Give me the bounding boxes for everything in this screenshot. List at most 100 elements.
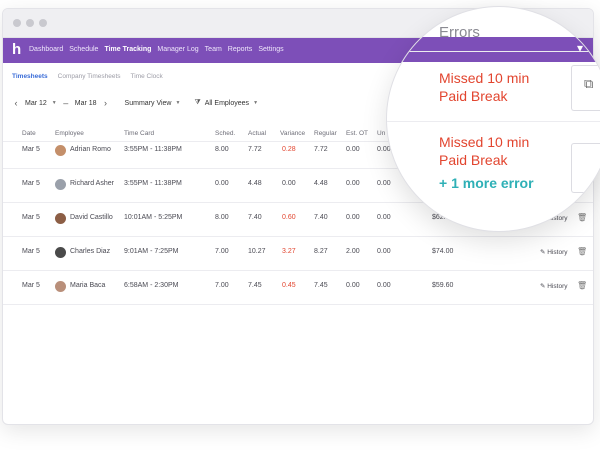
divider <box>387 51 600 52</box>
row-total: $59.60 <box>432 282 454 289</box>
row-est-ot: 2.00 <box>346 248 360 255</box>
col-time-card[interactable]: Time Card <box>124 130 155 137</box>
row-time-card[interactable]: 10:01AM - 5:25PM <box>124 214 183 221</box>
row-actual: 7.72 <box>248 146 262 153</box>
nav-reports[interactable]: Reports <box>227 46 253 53</box>
row-employee[interactable]: Richard Asher <box>70 180 114 187</box>
table-header: Date Employee Time Card Sched. Actual Va… <box>3 129 593 142</box>
view-select-label: Summary View <box>124 99 172 107</box>
row-employee[interactable]: David Castillo <box>70 214 113 221</box>
delete-icon[interactable]: 🗑 <box>577 281 588 290</box>
tab-time-clock[interactable]: Time Clock <box>130 73 163 80</box>
more-errors-link[interactable]: + 1 more error <box>439 175 534 191</box>
row-variance: 0.60 <box>282 214 296 221</box>
error-line: Paid Break <box>439 88 508 104</box>
employees-filter[interactable]: ⧩ All Employees ▼ <box>194 99 258 107</box>
row-est-ot: 0.00 <box>346 282 360 289</box>
row-employee[interactable]: Adrian Romo <box>70 146 111 153</box>
avatar <box>55 213 66 224</box>
row-un: 0.00 <box>377 146 391 153</box>
row-date: Mar 5 <box>22 214 40 221</box>
magnified-nav: ▾ <box>387 37 600 62</box>
window-minimize-dot[interactable] <box>26 19 34 27</box>
error-message: Missed 10 min Paid Break <box>439 69 529 105</box>
edit-icon: ✎ <box>540 283 546 290</box>
filter-icon: ⧩ <box>194 99 201 106</box>
nav-dashboard[interactable]: Dashboard <box>29 46 64 53</box>
row-date: Mar 5 <box>22 180 40 187</box>
history-label: History <box>547 215 568 222</box>
tab-company-timesheets[interactable]: Company Timesheets <box>57 73 121 80</box>
row-est-ot: 0.00 <box>346 180 360 187</box>
row-variance: 3.27 <box>282 248 296 255</box>
next-week-icon[interactable]: › <box>104 98 108 108</box>
table-row[interactable]: Mar 5 Maria Baca 6:58AM - 2:30PM 7.00 7.… <box>3 270 593 305</box>
error-line: Missed 10 min <box>439 70 530 86</box>
row-total: $74.00 <box>432 248 454 255</box>
row-variance: 0.28 <box>282 146 296 153</box>
history-button[interactable]: ✎ History <box>540 282 568 290</box>
homebase-logo[interactable]: h <box>12 41 22 58</box>
col-employee[interactable]: Employee <box>55 130 84 137</box>
avatar <box>55 145 66 156</box>
col-variance[interactable]: Variance <box>280 130 306 137</box>
avatar <box>55 247 66 258</box>
row-un: 0.00 <box>377 180 391 187</box>
tab-timesheets[interactable]: Timesheets <box>12 73 48 80</box>
row-sched: 7.00 <box>215 282 229 289</box>
row-sched: 7.00 <box>215 248 229 255</box>
nav-team[interactable]: Team <box>204 46 222 53</box>
delete-icon[interactable]: 🗑 <box>577 213 588 222</box>
edit-icon: ✎ <box>540 249 546 256</box>
row-employee[interactable]: Maria Baca <box>70 282 106 289</box>
table-row[interactable]: Mar 5 Charles Diaz 9:01AM - 7:25PM 7.00 … <box>3 236 593 271</box>
nav-settings[interactable]: Settings <box>258 46 284 53</box>
avatar <box>55 179 66 190</box>
end-date-picker[interactable]: Mar 18 <box>71 100 101 107</box>
col-date[interactable]: Date <box>22 130 36 137</box>
window-zoom-dot[interactable] <box>39 19 47 27</box>
view-select[interactable]: Summary View ▼ <box>125 100 181 107</box>
row-un: 0.00 <box>377 248 391 255</box>
delete-icon[interactable]: 🗑 <box>577 247 588 256</box>
history-button[interactable]: ✎ History <box>540 248 568 256</box>
row-est-ot: 0.00 <box>346 146 360 153</box>
col-un[interactable]: Un <box>377 130 386 137</box>
divider <box>387 121 600 122</box>
row-time-card[interactable]: 9:01AM - 7:25PM <box>124 248 179 255</box>
row-time-card[interactable]: 3:55PM - 11:38PM <box>124 146 182 153</box>
row-date: Mar 5 <box>22 282 40 289</box>
row-time-card[interactable]: 3:55PM - 11:38PM <box>124 180 182 187</box>
col-sched[interactable]: Sched. <box>215 130 236 137</box>
errors-title: Errors <box>439 24 480 41</box>
row-time-card[interactable]: 6:58AM - 2:30PM <box>124 282 179 289</box>
row-sched: 0.00 <box>215 180 229 187</box>
row-sched: 8.00 <box>215 214 229 221</box>
row-regular: 7.45 <box>314 282 328 289</box>
col-est-ot[interactable]: Est. OT <box>346 130 369 137</box>
prev-week-icon[interactable]: ‹ <box>14 98 18 108</box>
error-line: Paid Break <box>439 152 508 168</box>
row-actual: 7.40 <box>248 214 262 221</box>
start-date-picker[interactable]: Mar 12 ▼ <box>21 100 61 107</box>
error-message: Missed 10 min Paid Break <box>439 133 529 169</box>
nav-manager-log[interactable]: Manager Log <box>157 46 199 53</box>
row-employee[interactable]: Charles Diaz <box>70 248 111 255</box>
table-row[interactable]: Mar 5 Adrian Romo 3:55PM - 11:38PM 8.00 … <box>3 134 593 169</box>
nav-time-tracking[interactable]: Time Tracking <box>104 46 152 53</box>
row-sched: 8.00 <box>215 146 229 153</box>
col-regular[interactable]: Regular <box>314 130 337 137</box>
history-label: History <box>547 283 568 290</box>
row-regular: 8.27 <box>314 248 328 255</box>
timesheet-button-magnified[interactable]: ⧉ <box>571 65 600 111</box>
filter-bar: ‹ Mar 12 ▼ – Mar 18 › Summary View ▼ ⧩ A… <box>11 93 259 113</box>
chevron-down-icon: ▾ <box>577 41 584 55</box>
col-actual[interactable]: Actual <box>248 130 267 137</box>
nav-schedule[interactable]: Schedule <box>69 46 99 53</box>
row-variance: 0.00 <box>282 180 296 187</box>
row-date: Mar 5 <box>22 146 40 153</box>
row-un: 0.00 <box>377 282 391 289</box>
window-close-dot[interactable] <box>13 19 21 27</box>
date-separator: – <box>63 98 69 108</box>
row-date: Mar 5 <box>22 248 40 255</box>
